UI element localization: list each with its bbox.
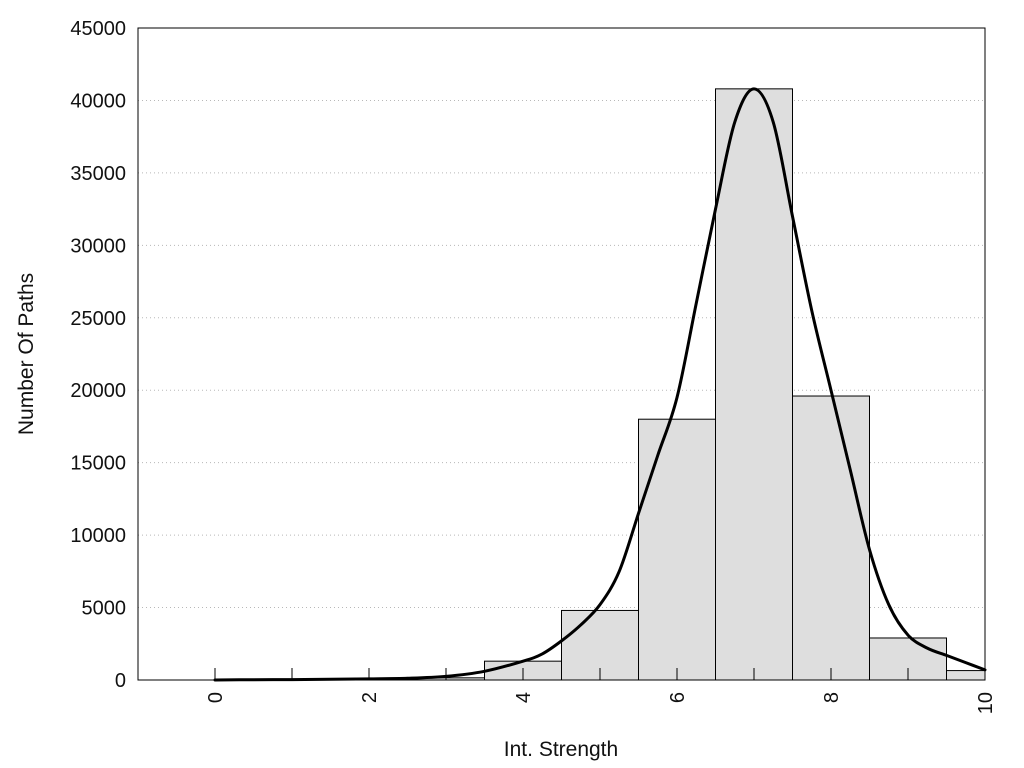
y-tick-label: 20000 bbox=[70, 380, 126, 402]
x-tick-label: 0 bbox=[205, 692, 227, 703]
y-tick-label: 15000 bbox=[70, 453, 126, 475]
density-curve-layer bbox=[213, 87, 987, 682]
histogram-bar bbox=[792, 395, 870, 681]
x-axis-title: Int. Strength bbox=[504, 738, 618, 761]
x-tick-label: 4 bbox=[513, 692, 535, 703]
y-tick-label: 25000 bbox=[70, 308, 126, 330]
x-tick-label: 10 bbox=[975, 692, 997, 714]
density-curve bbox=[213, 87, 987, 682]
y-axis-ticks: 0 5000 10000 15000 20000 25000 30000 35000 40000… bbox=[70, 18, 126, 692]
histogram-bar bbox=[638, 418, 716, 681]
y-tick-label: 40000 bbox=[70, 90, 126, 112]
y-tick-label: 10000 bbox=[70, 525, 126, 547]
plot-frame bbox=[137, 27, 986, 681]
histogram-bar bbox=[715, 88, 793, 681]
histogram-bar bbox=[946, 670, 986, 681]
y-axis-title: Number Of Paths bbox=[15, 273, 38, 435]
x-tick-label: 8 bbox=[821, 692, 843, 703]
y-tick-label: 35000 bbox=[70, 163, 126, 185]
y-tick-label: 30000 bbox=[70, 235, 126, 257]
y-tick-label: 0 bbox=[115, 670, 126, 692]
x-axis-ticks: 0 2 4 6 8 10 bbox=[205, 668, 997, 714]
y-tick-label: 5000 bbox=[82, 598, 127, 620]
x-tick-label: 2 bbox=[359, 692, 381, 703]
x-tick-label: 6 bbox=[667, 692, 689, 703]
y-tick-label: 45000 bbox=[70, 18, 126, 40]
